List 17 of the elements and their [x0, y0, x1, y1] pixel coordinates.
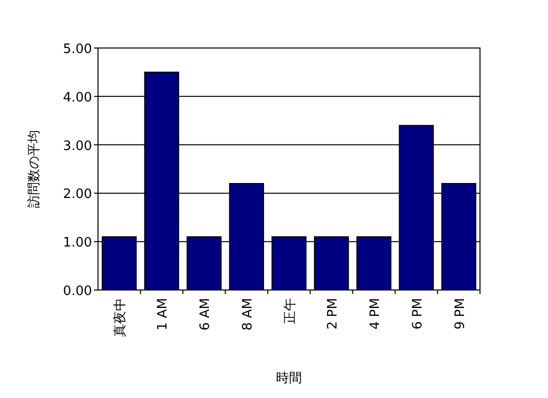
x-axis-title: 時間 [276, 371, 302, 386]
y-tick-label: 1.00 [63, 236, 92, 251]
x-tick-label: 2 PM [325, 298, 340, 330]
x-tick-label: 真夜中 [112, 298, 128, 337]
x-tick-label: 正午 [283, 298, 298, 324]
y-tick-label: 4.00 [63, 90, 92, 106]
x-tick-label: 1 AM [156, 298, 171, 331]
x-tick-label: 8 AM [240, 298, 256, 331]
x-tick-label: 6 PM [410, 298, 426, 330]
x-tick-label: 6 AM [198, 298, 214, 331]
y-tick-label: 2.00 [63, 187, 92, 202]
x-tick-label: 9 PM [452, 298, 468, 330]
y-tick-label: 3.00 [63, 138, 92, 154]
y-tick-label: 0.00 [63, 284, 92, 299]
y-axis-title: 訪問数の平均 [27, 130, 42, 208]
x-tick-label: 4 PM [368, 298, 383, 330]
y-tick-label: 5.00 [63, 42, 92, 57]
